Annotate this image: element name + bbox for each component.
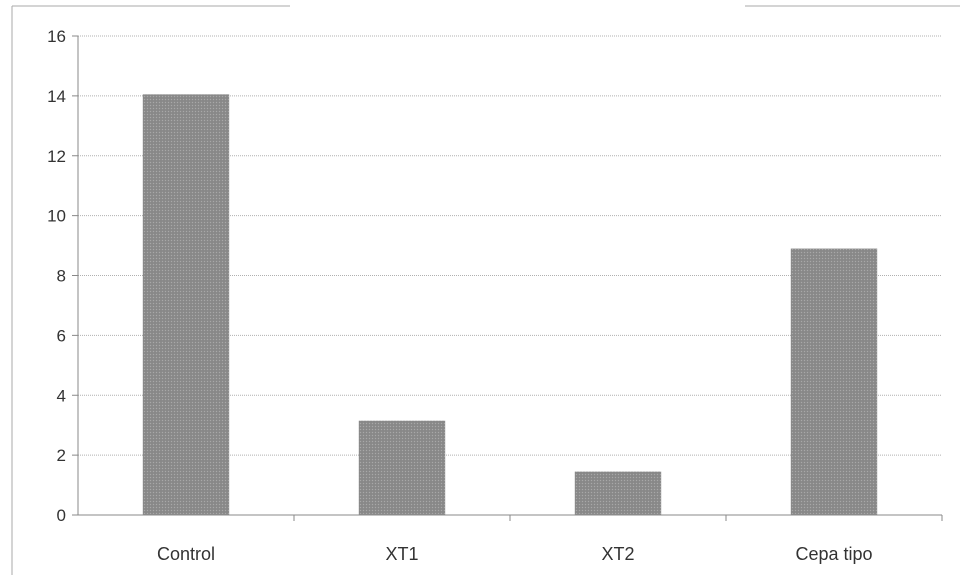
bar xyxy=(790,248,878,515)
x-tick-label: Cepa tipo xyxy=(795,544,872,564)
x-tick-label: XT1 xyxy=(385,544,418,564)
y-tick-label: 0 xyxy=(57,506,66,525)
y-tick-label: 6 xyxy=(57,326,66,345)
tick-labels: 0 2 4 6 8 10 12 14 16 Control XT1 XT2 Cepa tipo xyxy=(47,27,872,564)
y-tick-label: 16 xyxy=(47,27,66,46)
bar xyxy=(574,471,662,515)
y-tick-label: 8 xyxy=(57,267,66,286)
bar xyxy=(142,94,230,516)
x-tick-label: Control xyxy=(157,544,215,564)
y-tick-label: 12 xyxy=(47,147,66,166)
y-tick-label: 4 xyxy=(57,386,66,405)
axes xyxy=(72,35,943,521)
x-tick-label: XT2 xyxy=(601,544,634,564)
y-tick-label: 10 xyxy=(47,207,66,226)
bars xyxy=(142,94,878,516)
y-tick-label: 14 xyxy=(47,87,66,106)
y-tick-label: 2 xyxy=(57,446,66,465)
bar xyxy=(358,420,446,515)
chart-frame xyxy=(11,5,960,575)
